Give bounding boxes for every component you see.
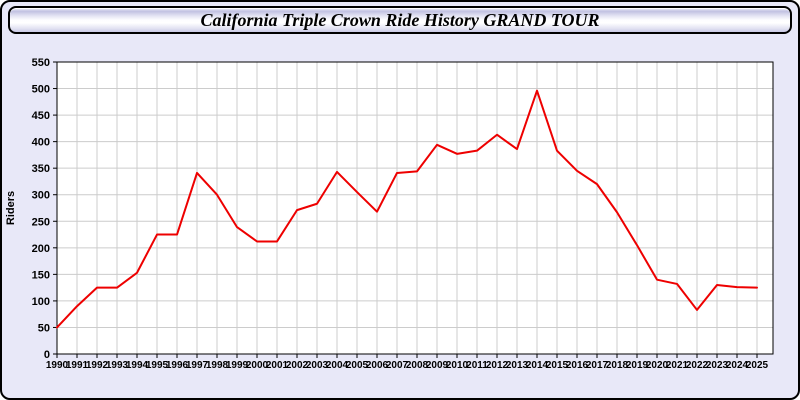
x-tick-label: 2011 bbox=[466, 360, 488, 371]
x-tick-label: 1991 bbox=[66, 360, 89, 371]
x-tick-label: 2001 bbox=[266, 360, 289, 371]
chart-container: 0 50 100 150 200 250 300 350 400 450 500 550 1990 199… bbox=[2, 42, 800, 394]
x-tick-label: 2012 bbox=[486, 360, 509, 371]
x-tick-label: 2022 bbox=[686, 360, 709, 371]
vertical-gridlines bbox=[56, 62, 758, 354]
x-tick-label: 2020 bbox=[646, 360, 669, 371]
axis-ticks bbox=[53, 61, 758, 358]
x-tick-label: 2019 bbox=[626, 360, 649, 371]
plot-area bbox=[57, 62, 773, 354]
x-tick-label: 2008 bbox=[406, 360, 429, 371]
x-tick-label: 2005 bbox=[346, 360, 369, 371]
y-tick-label: 250 bbox=[32, 216, 50, 228]
y-tick-label: 150 bbox=[32, 269, 50, 281]
x-tick-label: 2006 bbox=[366, 360, 389, 371]
riders-line-series bbox=[56, 89, 758, 329]
x-tick-label: 2018 bbox=[606, 360, 629, 371]
y-tick-label: 50 bbox=[38, 322, 50, 334]
x-tick-label: 2015 bbox=[546, 360, 569, 371]
y-tick-labels: 0 50 100 150 200 250 300 350 400 450 500 550 bbox=[32, 57, 50, 361]
y-axis-title: Riders bbox=[5, 191, 17, 225]
x-tick-label: 1992 bbox=[86, 360, 109, 371]
x-tick-label: 1997 bbox=[186, 360, 209, 371]
page-title: California Triple Crown Ride History GRA… bbox=[200, 9, 600, 30]
y-tick-label: 450 bbox=[32, 110, 50, 122]
y-tick-label: 550 bbox=[32, 57, 50, 69]
y-tick-label: 300 bbox=[32, 190, 50, 202]
x-tick-labels: 1990199119921993199419951996199719981999… bbox=[46, 360, 769, 371]
chart-render-root: 0501001502002503003504004505005501990199… bbox=[32, 57, 774, 371]
y-tick-label: 0 bbox=[44, 349, 50, 361]
x-tick-label: 1995 bbox=[146, 360, 169, 371]
x-tick-label: 2007 bbox=[386, 360, 409, 371]
x-tick-label: 2000 bbox=[246, 360, 269, 371]
x-tick-label: 2016 bbox=[566, 360, 589, 371]
ride-history-chart: 0501001502002503003504004505005501990199… bbox=[5, 57, 774, 371]
x-tick-label: 2021 bbox=[666, 360, 689, 371]
x-tick-label: 1998 bbox=[206, 360, 229, 371]
x-tick-label: 2024 bbox=[726, 360, 749, 371]
x-tick-label: 1993 bbox=[106, 360, 129, 371]
x-tick-label: 2014 bbox=[526, 360, 549, 371]
x-tick-label: 2017 bbox=[586, 360, 609, 371]
x-tick-label: 2002 bbox=[286, 360, 309, 371]
x-tick-label: 2013 bbox=[506, 360, 529, 371]
x-tick-label: 2010 bbox=[446, 360, 469, 371]
y-tick-label: 100 bbox=[32, 296, 50, 308]
plot-border bbox=[56, 61, 774, 355]
x-tick-label: 1999 bbox=[226, 360, 249, 371]
title-bar: California Triple Crown Ride History GRA… bbox=[8, 6, 792, 34]
y-tick-label: 200 bbox=[32, 243, 50, 255]
x-tick-label: 2023 bbox=[706, 360, 729, 371]
y-tick-label: 400 bbox=[32, 137, 50, 149]
x-tick-label: 2009 bbox=[426, 360, 449, 371]
y-tick-label: 500 bbox=[32, 84, 50, 96]
y-tick-label: 350 bbox=[32, 163, 50, 175]
x-tick-label: 2025 bbox=[746, 360, 769, 371]
x-tick-label: 1996 bbox=[166, 360, 189, 371]
x-tick-label: 1994 bbox=[126, 360, 149, 371]
x-tick-label: 1990 bbox=[46, 360, 69, 371]
x-tick-label: 2004 bbox=[326, 360, 349, 371]
x-tick-label: 2003 bbox=[306, 360, 329, 371]
